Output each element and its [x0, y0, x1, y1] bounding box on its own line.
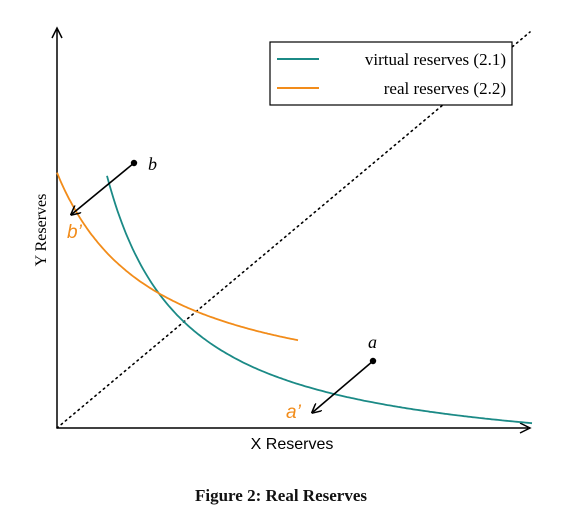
label-a: a — [368, 332, 377, 352]
real-reserves-curve — [56, 172, 299, 342]
legend-real-label: real reserves (2.2) — [384, 79, 506, 98]
legend: virtual reserves (2.1) real reserves (2.… — [269, 41, 513, 106]
legend-virtual-label: virtual reserves (2.1) — [365, 50, 506, 69]
label-b-prime: b’ — [67, 222, 83, 243]
arrow-b-to-b-prime — [72, 162, 135, 214]
y-axis-arrowhead — [51, 26, 63, 39]
label-a-prime: a’ — [286, 402, 302, 423]
arrow-a-to-a-prime — [313, 360, 374, 412]
label-b: b — [148, 154, 157, 174]
y-axis-label: Y Reserves — [33, 194, 50, 267]
legend-box — [269, 41, 513, 106]
x-axis-label: X Reserves — [251, 436, 334, 453]
virtual-reserves-curve — [106, 175, 533, 425]
diagonal-dotted-line — [56, 31, 531, 429]
x-axis-arrowhead — [519, 422, 532, 434]
figure-caption: Figure 2: Real Reserves — [195, 486, 367, 505]
point-b — [130, 159, 138, 167]
point-a — [369, 357, 377, 365]
reserves-diagram: b a b’ a’ X Reserves Y Reserves virtual … — [33, 26, 533, 453]
